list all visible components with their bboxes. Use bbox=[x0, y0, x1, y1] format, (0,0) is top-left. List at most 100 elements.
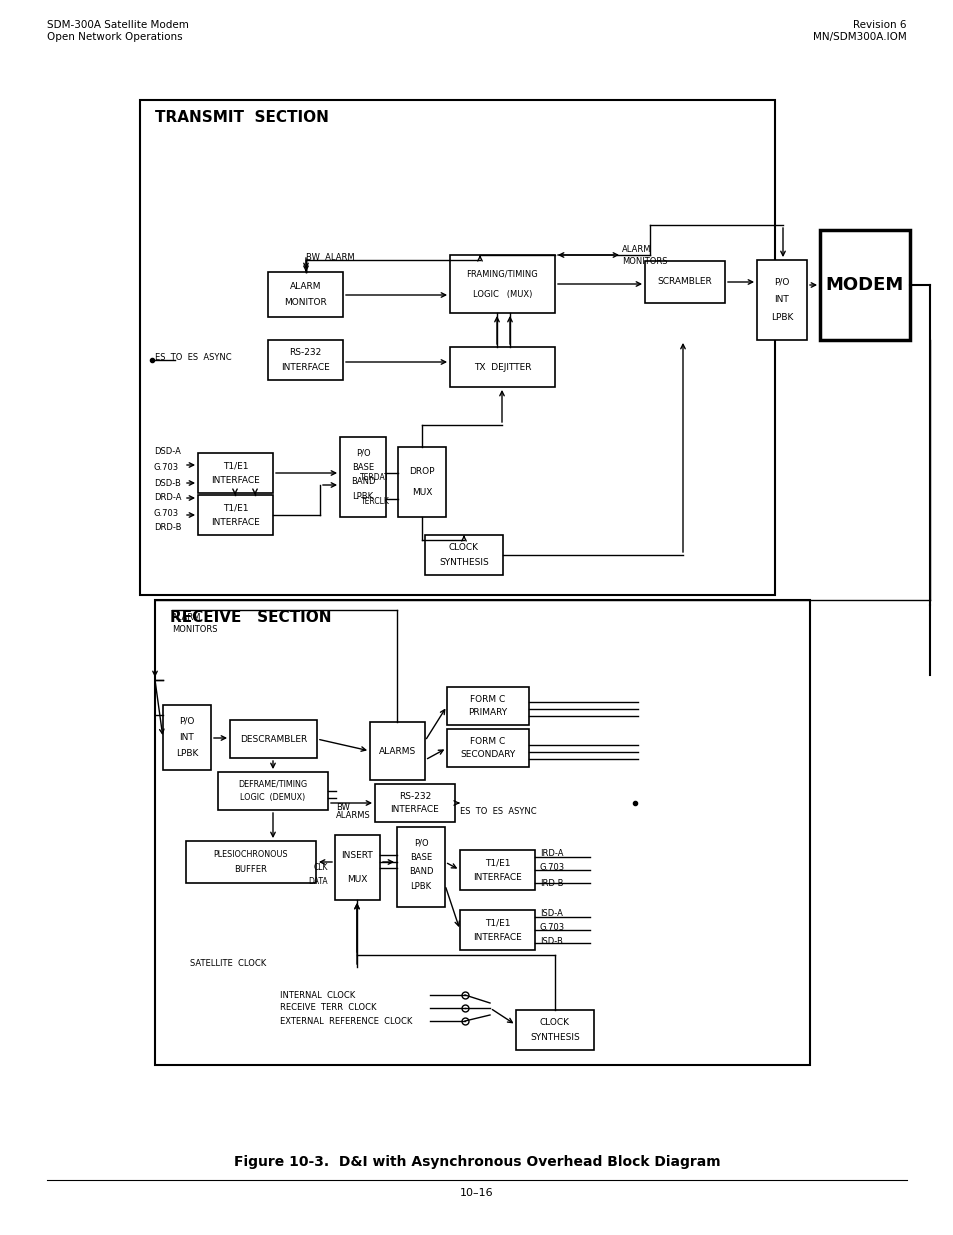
Text: DATA: DATA bbox=[308, 878, 328, 887]
Text: IRD-B: IRD-B bbox=[539, 878, 563, 888]
Text: DSD-A: DSD-A bbox=[153, 447, 181, 456]
Text: DSD-B: DSD-B bbox=[153, 478, 181, 488]
Bar bbox=[459, 910, 535, 950]
Text: P/O: P/O bbox=[179, 716, 194, 726]
Text: DROP: DROP bbox=[409, 467, 435, 475]
Text: ALARMS: ALARMS bbox=[335, 811, 371, 820]
Bar bbox=[218, 772, 328, 810]
Text: MN/SDM300A.IOM: MN/SDM300A.IOM bbox=[812, 32, 906, 42]
Bar bbox=[757, 261, 806, 340]
Bar bbox=[396, 827, 444, 906]
Text: INTERFACE: INTERFACE bbox=[473, 932, 521, 942]
Text: MONITOR: MONITOR bbox=[284, 298, 327, 308]
Text: P/O: P/O bbox=[355, 448, 370, 457]
Text: LOGIC  (DEMUX): LOGIC (DEMUX) bbox=[240, 793, 305, 803]
Bar bbox=[140, 100, 774, 595]
Text: G.703: G.703 bbox=[539, 863, 564, 872]
Bar bbox=[397, 447, 446, 517]
Text: INTERFACE: INTERFACE bbox=[473, 873, 521, 882]
Bar bbox=[163, 705, 211, 769]
Text: ALARM: ALARM bbox=[290, 282, 321, 291]
Text: G.703: G.703 bbox=[153, 463, 179, 473]
Text: SATELLITE  CLOCK: SATELLITE CLOCK bbox=[190, 958, 266, 967]
Text: SECONDARY: SECONDARY bbox=[460, 751, 515, 760]
Text: INSERT: INSERT bbox=[341, 851, 373, 861]
Text: FORM C: FORM C bbox=[470, 694, 505, 704]
Text: T1/E1: T1/E1 bbox=[222, 504, 248, 513]
Bar bbox=[186, 841, 315, 883]
Text: MODEM: MODEM bbox=[825, 275, 903, 294]
Bar bbox=[447, 687, 529, 725]
Bar bbox=[230, 720, 316, 758]
Text: INTERNAL  CLOCK: INTERNAL CLOCK bbox=[280, 990, 355, 999]
Text: P/O: P/O bbox=[414, 839, 428, 847]
Bar bbox=[644, 261, 724, 303]
Text: T1/E1: T1/E1 bbox=[484, 858, 510, 867]
Text: BASE: BASE bbox=[410, 853, 432, 862]
Text: MONITORS: MONITORS bbox=[621, 257, 667, 266]
Text: BW  ALARM: BW ALARM bbox=[306, 252, 355, 262]
Bar bbox=[339, 437, 386, 517]
Bar bbox=[268, 272, 343, 317]
Text: TX  DEJITTER: TX DEJITTER bbox=[474, 363, 531, 372]
Text: SYNTHESIS: SYNTHESIS bbox=[530, 1032, 579, 1041]
Text: TERDAT: TERDAT bbox=[360, 473, 390, 482]
Text: INTERFACE: INTERFACE bbox=[211, 517, 259, 526]
Text: INTERFACE: INTERFACE bbox=[390, 805, 439, 814]
Text: BW: BW bbox=[335, 803, 350, 811]
Text: FORM C: FORM C bbox=[470, 736, 505, 746]
Text: LPBK: LPBK bbox=[175, 750, 198, 758]
Bar bbox=[154, 600, 809, 1065]
Bar bbox=[198, 453, 273, 493]
Text: BASE: BASE bbox=[352, 463, 374, 472]
Text: LOGIC   (MUX): LOGIC (MUX) bbox=[473, 290, 532, 299]
Text: ALARM: ALARM bbox=[621, 246, 651, 254]
Text: CLK: CLK bbox=[314, 863, 328, 872]
Text: INT: INT bbox=[774, 295, 788, 305]
Text: INT: INT bbox=[179, 734, 194, 742]
Text: LPBK: LPBK bbox=[410, 882, 431, 890]
Bar bbox=[447, 729, 529, 767]
Text: 10–16: 10–16 bbox=[459, 1188, 494, 1198]
Text: DEFRAME/TIMING: DEFRAME/TIMING bbox=[238, 779, 307, 789]
Text: FRAMING/TIMING: FRAMING/TIMING bbox=[466, 269, 537, 278]
Text: MONITORS: MONITORS bbox=[172, 625, 217, 634]
Text: BAND: BAND bbox=[408, 867, 433, 877]
Text: EXTERNAL  REFERENCE  CLOCK: EXTERNAL REFERENCE CLOCK bbox=[280, 1016, 412, 1025]
Bar bbox=[375, 784, 455, 823]
Text: MUX: MUX bbox=[347, 874, 367, 884]
Text: ES  TO  ES  ASYNC: ES TO ES ASYNC bbox=[459, 806, 536, 815]
Text: ISD-A: ISD-A bbox=[539, 909, 562, 918]
Text: P/O: P/O bbox=[774, 278, 789, 287]
Text: Figure 10-3.  D&I with Asynchronous Overhead Block Diagram: Figure 10-3. D&I with Asynchronous Overh… bbox=[233, 1155, 720, 1170]
Bar bbox=[335, 835, 379, 900]
Text: SDM-300A Satellite Modem: SDM-300A Satellite Modem bbox=[47, 20, 189, 30]
Text: INTERFACE: INTERFACE bbox=[211, 475, 259, 484]
Text: T1/E1: T1/E1 bbox=[222, 462, 248, 471]
Bar bbox=[516, 1010, 594, 1050]
Text: BAND: BAND bbox=[351, 477, 375, 487]
Text: CLOCK: CLOCK bbox=[539, 1019, 569, 1028]
Text: CLOCK: CLOCK bbox=[449, 543, 478, 552]
Bar bbox=[198, 495, 273, 535]
Text: PRIMARY: PRIMARY bbox=[468, 709, 507, 718]
Text: DRD-A: DRD-A bbox=[153, 494, 181, 503]
Bar bbox=[268, 340, 343, 380]
Text: LPBK: LPBK bbox=[352, 492, 374, 500]
Bar bbox=[370, 722, 424, 781]
Text: LPBK: LPBK bbox=[770, 314, 792, 322]
Text: BUFFER: BUFFER bbox=[234, 864, 267, 874]
Text: INTERFACE: INTERFACE bbox=[281, 363, 330, 372]
Text: G.703: G.703 bbox=[153, 510, 179, 519]
Text: DRD-B: DRD-B bbox=[153, 524, 181, 532]
Text: RS-232: RS-232 bbox=[289, 348, 321, 357]
Bar bbox=[820, 230, 909, 340]
Text: T1/E1: T1/E1 bbox=[484, 919, 510, 927]
Text: SYNTHESIS: SYNTHESIS bbox=[438, 558, 488, 567]
Text: RECEIVE   SECTION: RECEIVE SECTION bbox=[170, 610, 331, 625]
Text: ES  TO  ES  ASYNC: ES TO ES ASYNC bbox=[154, 352, 232, 362]
Text: TERCLK: TERCLK bbox=[361, 498, 390, 506]
Text: PLESIOCHRONOUS: PLESIOCHRONOUS bbox=[213, 850, 288, 858]
Text: ALARM: ALARM bbox=[172, 614, 201, 622]
Text: DESCRAMBLER: DESCRAMBLER bbox=[239, 735, 307, 743]
